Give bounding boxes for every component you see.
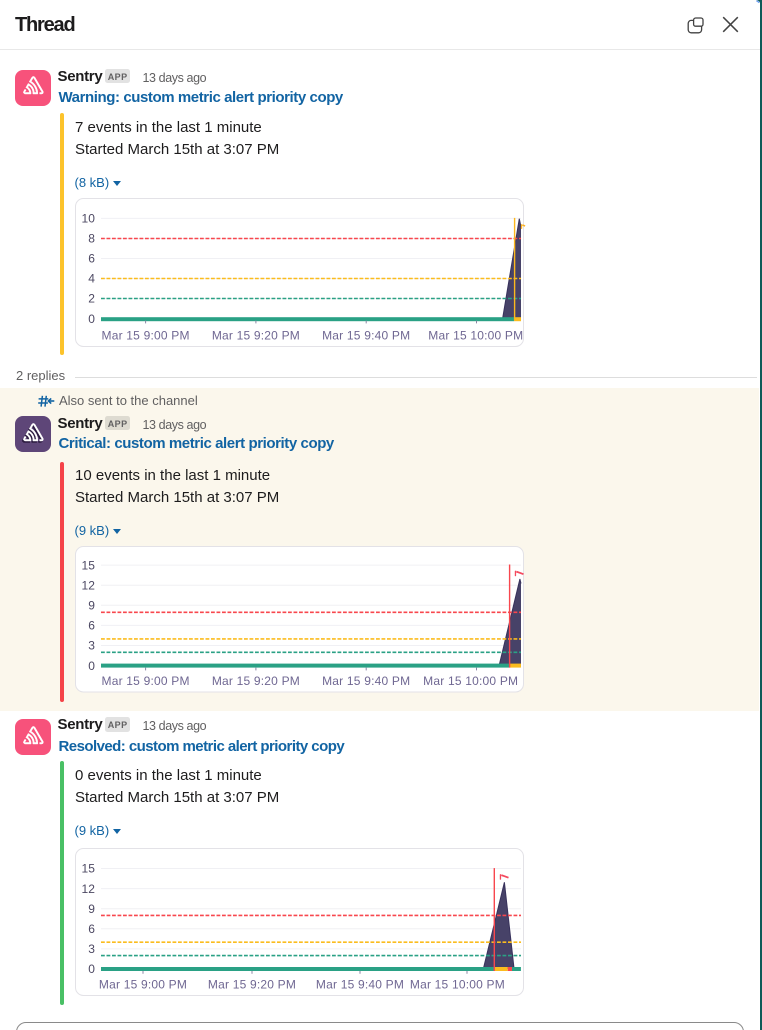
svg-text:Mar 15 9:20 PM: Mar 15 9:20 PM: [212, 328, 300, 342]
svg-text:15: 15: [82, 558, 96, 572]
svg-text:9: 9: [88, 901, 95, 915]
svg-text:Mar 15 9:00 PM: Mar 15 9:00 PM: [99, 977, 187, 991]
svg-text:Mar 15 9:40 PM: Mar 15 9:40 PM: [322, 328, 410, 342]
svg-text:2: 2: [88, 292, 95, 306]
svg-text:9: 9: [88, 599, 95, 613]
svg-text:Mar 15 9:00 PM: Mar 15 9:00 PM: [102, 674, 190, 688]
svg-text:6: 6: [88, 619, 95, 633]
svg-text:0: 0: [88, 962, 95, 976]
svg-text:15: 15: [82, 861, 96, 875]
svg-text:Mar 15 10:00 PM: Mar 15 10:00 PM: [423, 674, 518, 688]
svg-text:Mar 15 9:20 PM: Mar 15 9:20 PM: [208, 977, 296, 991]
svg-text:Mar 15 9:40 PM: Mar 15 9:40 PM: [316, 977, 404, 991]
svg-text:4: 4: [88, 272, 95, 286]
svg-text:Mar 15 9:00 PM: Mar 15 9:00 PM: [102, 328, 190, 342]
svg-text:0: 0: [88, 312, 95, 326]
svg-text:0: 0: [88, 659, 95, 673]
svg-text:Mar 15 9:40 PM: Mar 15 9:40 PM: [322, 674, 410, 688]
svg-text:3: 3: [88, 639, 95, 653]
svg-text:8: 8: [88, 232, 95, 246]
svg-text:12: 12: [82, 578, 96, 592]
svg-text:Mar 15 9:20 PM: Mar 15 9:20 PM: [212, 674, 300, 688]
svg-text:12: 12: [82, 881, 96, 895]
svg-text:10: 10: [82, 212, 96, 226]
svg-text:Mar 15 10:00 PM: Mar 15 10:00 PM: [428, 328, 523, 342]
svg-text:Mar 15 10:00 PM: Mar 15 10:00 PM: [410, 977, 505, 991]
svg-text:6: 6: [88, 252, 95, 266]
svg-text:3: 3: [88, 942, 95, 956]
svg-text:6: 6: [88, 922, 95, 936]
